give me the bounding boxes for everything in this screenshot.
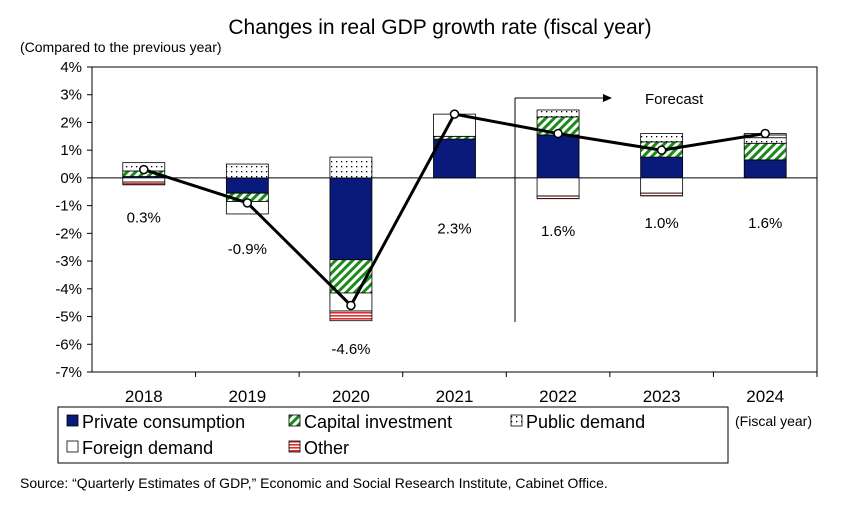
data-label: -4.6%: [331, 341, 370, 358]
x-tick-label: 2022: [539, 387, 577, 406]
data-label: 2.3%: [437, 220, 471, 237]
forecast-arrow-head: [603, 94, 612, 102]
y-tick-label: 1%: [60, 142, 82, 159]
y-tick-label: -5%: [55, 309, 82, 326]
forecast-annotation: Forecast: [645, 91, 704, 108]
x-tick-label: 2019: [228, 387, 266, 406]
bar-other: [122, 181, 166, 186]
x-axis-note: (Fiscal year): [735, 413, 812, 429]
gdp-growth-point: [242, 198, 253, 208]
bar-public-demand: [329, 156, 373, 179]
bar-public-demand: [225, 163, 269, 179]
bar-private-consumption: [329, 177, 373, 261]
bar-public-demand: [640, 133, 684, 143]
x-tick-label: 2021: [436, 387, 474, 406]
gdp-growth-point: [346, 300, 356, 311]
y-tick-label: 3%: [60, 87, 82, 104]
legend-label: Other: [304, 438, 349, 458]
bar-private-consumption: [743, 159, 787, 179]
y-tick-label: 0%: [60, 170, 82, 187]
y-tick-label: 4%: [60, 59, 82, 76]
x-tick-label: 2018: [125, 387, 163, 406]
legend-swatch-private-consumption: [66, 414, 79, 427]
legend-label: Public demand: [526, 412, 645, 432]
bar-foreign-demand: [536, 177, 580, 197]
y-axis-label: (Compared to the previous year): [20, 39, 222, 55]
bar-foreign-demand: [122, 177, 166, 183]
data-label: 1.6%: [541, 223, 575, 240]
data-label: 0.3%: [127, 209, 161, 226]
legend-swatch-capital-investment: [288, 414, 301, 427]
gdp-growth-point: [656, 145, 667, 155]
x-tick-label: 2023: [643, 387, 681, 406]
y-tick-label: -3%: [55, 253, 82, 270]
legend-label: Private consumption: [82, 412, 245, 432]
legend-label: Capital investment: [304, 412, 452, 432]
bar-capital-investment: [743, 142, 787, 161]
gdp-growth-point: [139, 164, 149, 175]
x-tick-label: 2020: [332, 387, 370, 406]
y-tick-label: -1%: [55, 198, 82, 215]
legend: [57, 406, 729, 464]
y-tick-label: -7%: [55, 364, 82, 381]
bar-public-demand: [743, 137, 787, 144]
data-label: 1.6%: [748, 215, 782, 232]
bar-foreign-demand: [640, 177, 684, 194]
y-tick-label: -2%: [55, 225, 82, 242]
y-tick-label: -6%: [55, 336, 82, 353]
source-note: Source: “Quarterly Estimates of GDP,” Ec…: [20, 475, 608, 491]
x-tick-label: 2024: [746, 387, 784, 406]
bar-private-consumption: [225, 177, 269, 194]
legend-swatch-foreign-demand: [66, 440, 79, 453]
y-tick-label: -4%: [55, 281, 82, 298]
y-tick-label: 2%: [60, 114, 82, 131]
chart-title: Changes in real GDP growth rate (fiscal …: [228, 16, 651, 39]
bar-capital-investment: [329, 259, 373, 294]
bar-private-consumption: [640, 156, 684, 179]
gdp-growth-point: [760, 128, 770, 139]
bar-other: [536, 195, 580, 200]
gdp-growth-point: [553, 128, 563, 139]
bar-other: [640, 192, 684, 197]
legend-swatch-other: [288, 440, 301, 453]
bar-private-consumption: [536, 134, 580, 179]
legend-label: Foreign demand: [82, 438, 213, 458]
legend-swatch-public-demand: [510, 414, 523, 427]
data-label: 1.0%: [645, 215, 679, 232]
bar-other: [329, 310, 373, 322]
plot-frame: [91, 66, 818, 373]
bar-public-demand: [536, 109, 580, 118]
data-label: -0.9%: [228, 241, 267, 258]
gdp-growth-point: [449, 109, 460, 119]
bar-private-consumption: [433, 138, 476, 179]
